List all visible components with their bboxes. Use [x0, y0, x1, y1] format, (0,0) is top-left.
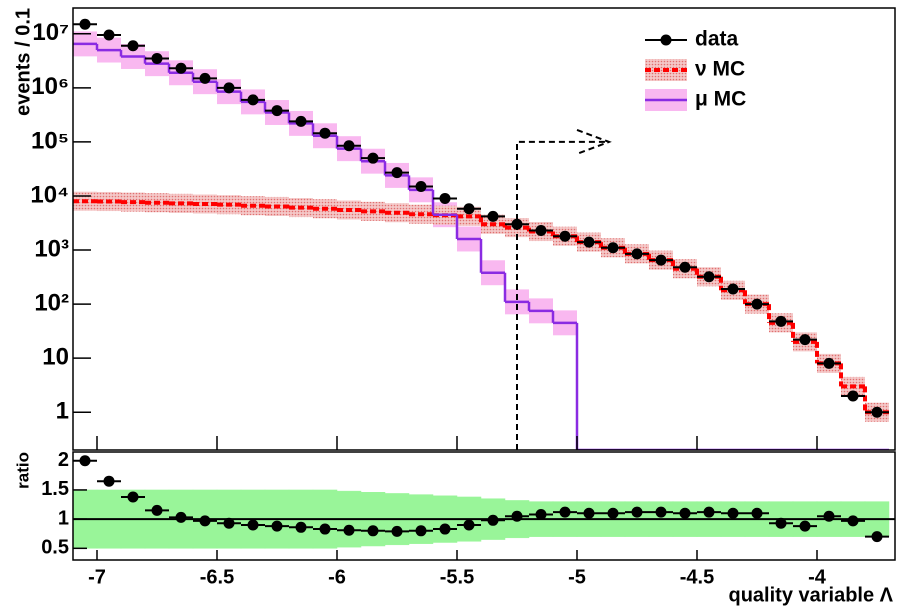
- data-point: [367, 152, 379, 164]
- data-point: [871, 406, 883, 418]
- data-point: [127, 40, 139, 52]
- ratio-point: [823, 510, 835, 522]
- x-tick-label: -4.5: [680, 566, 714, 588]
- ratio-point: [847, 515, 859, 527]
- ratio-point: [127, 491, 139, 503]
- ratio-point: [463, 519, 475, 531]
- data-point: [799, 334, 811, 346]
- x-tick-label: -5.5: [440, 566, 474, 588]
- ratio-point: [175, 511, 187, 523]
- ratio-point: [319, 523, 331, 535]
- ratio-point: [871, 531, 883, 543]
- data-point: [103, 29, 115, 41]
- data-point: [487, 210, 499, 222]
- y-tick-label: 10: [42, 343, 69, 370]
- ratio-point: [271, 520, 283, 532]
- legend-label: ν MC: [695, 58, 745, 81]
- y-tick-label: 10⁷: [32, 19, 69, 46]
- ratio-point: [367, 525, 379, 537]
- data-point: [559, 230, 571, 242]
- ratio-point: [631, 506, 643, 518]
- ratio-point: [415, 525, 427, 537]
- ratio-point: [391, 525, 403, 537]
- x-tick-label: -6.5: [200, 566, 234, 588]
- ratio-point: [655, 506, 667, 518]
- ratio-axis-label: ratio: [13, 452, 32, 489]
- cut-arrow: [516, 128, 612, 450]
- ratio-point: [439, 523, 451, 535]
- data-point: [655, 254, 667, 266]
- data-point: [271, 105, 283, 117]
- data-point: [79, 18, 91, 30]
- ratio-point: [199, 515, 211, 527]
- y-tick-label: 10⁵: [31, 127, 69, 154]
- ratio-point: [103, 475, 115, 487]
- data-point: [247, 94, 259, 106]
- x-tick-label: -5: [568, 566, 586, 588]
- ratio-point: [607, 507, 619, 519]
- y-tick-label: 10²: [34, 289, 69, 316]
- x-axis-label: quality variable Λ: [728, 584, 893, 606]
- data-point: [439, 192, 451, 204]
- data-point: [391, 167, 403, 179]
- ratio-y-tick-label: 1: [58, 507, 69, 529]
- ratio-point: [511, 510, 523, 522]
- ratio-point: [703, 506, 715, 518]
- legend-label: data: [695, 28, 739, 51]
- ratio-point: [343, 524, 355, 536]
- data-point: [631, 248, 643, 260]
- data-point: [199, 72, 211, 84]
- y-tick-label: 10⁶: [31, 73, 69, 100]
- data-point: [583, 236, 595, 248]
- data-point: [415, 180, 427, 192]
- ratio-y-tick-label: 1.5: [41, 478, 69, 500]
- data-point: [151, 52, 163, 64]
- data-point: [703, 271, 715, 283]
- data-point: [607, 242, 619, 254]
- ratio-point: [295, 521, 307, 533]
- plot-area: [73, 31, 889, 450]
- ratio-point: [679, 507, 691, 519]
- ratio-point: [559, 506, 571, 518]
- ratio-point: [223, 517, 235, 529]
- ratio-point: [775, 517, 787, 529]
- data-point: [823, 357, 835, 369]
- ratio-point: [583, 507, 595, 519]
- data-point: [727, 283, 739, 295]
- y-tick-label: 10⁴: [30, 181, 69, 208]
- ratio-point: [799, 520, 811, 532]
- x-tick-label: -7: [88, 566, 106, 588]
- data-point: [511, 218, 523, 230]
- ratio-point: [751, 507, 763, 519]
- data-point: [343, 140, 355, 152]
- data-point: [319, 127, 331, 139]
- data-point: [751, 298, 763, 310]
- ratio-frame: [72, 451, 896, 561]
- ratio-point: [535, 508, 547, 520]
- data-point: [223, 82, 235, 94]
- ratio-point: [247, 519, 259, 531]
- data-point: [535, 224, 547, 236]
- frame: [72, 7, 896, 451]
- ratio-point: [727, 507, 739, 519]
- ratio-point: [151, 504, 163, 516]
- ratio-y-tick-label: 2: [58, 449, 69, 471]
- legend-marker: [660, 34, 672, 46]
- data-point: [679, 261, 691, 273]
- y-tick-label: 10³: [34, 235, 69, 262]
- legend-label: μ MC: [695, 88, 746, 111]
- y-axis-label: events / 0.1: [12, 8, 34, 116]
- data-point: [175, 62, 187, 74]
- data-point: [463, 203, 475, 215]
- data-point: [295, 115, 307, 127]
- data-point: [847, 390, 859, 402]
- x-tick-label: -6: [328, 566, 346, 588]
- ratio-y-tick-label: 0.5: [41, 537, 69, 559]
- data-point: [775, 315, 787, 327]
- y-tick-label: 1: [56, 398, 69, 425]
- x-tick-label: -4: [808, 566, 827, 588]
- ratio-point: [487, 514, 499, 526]
